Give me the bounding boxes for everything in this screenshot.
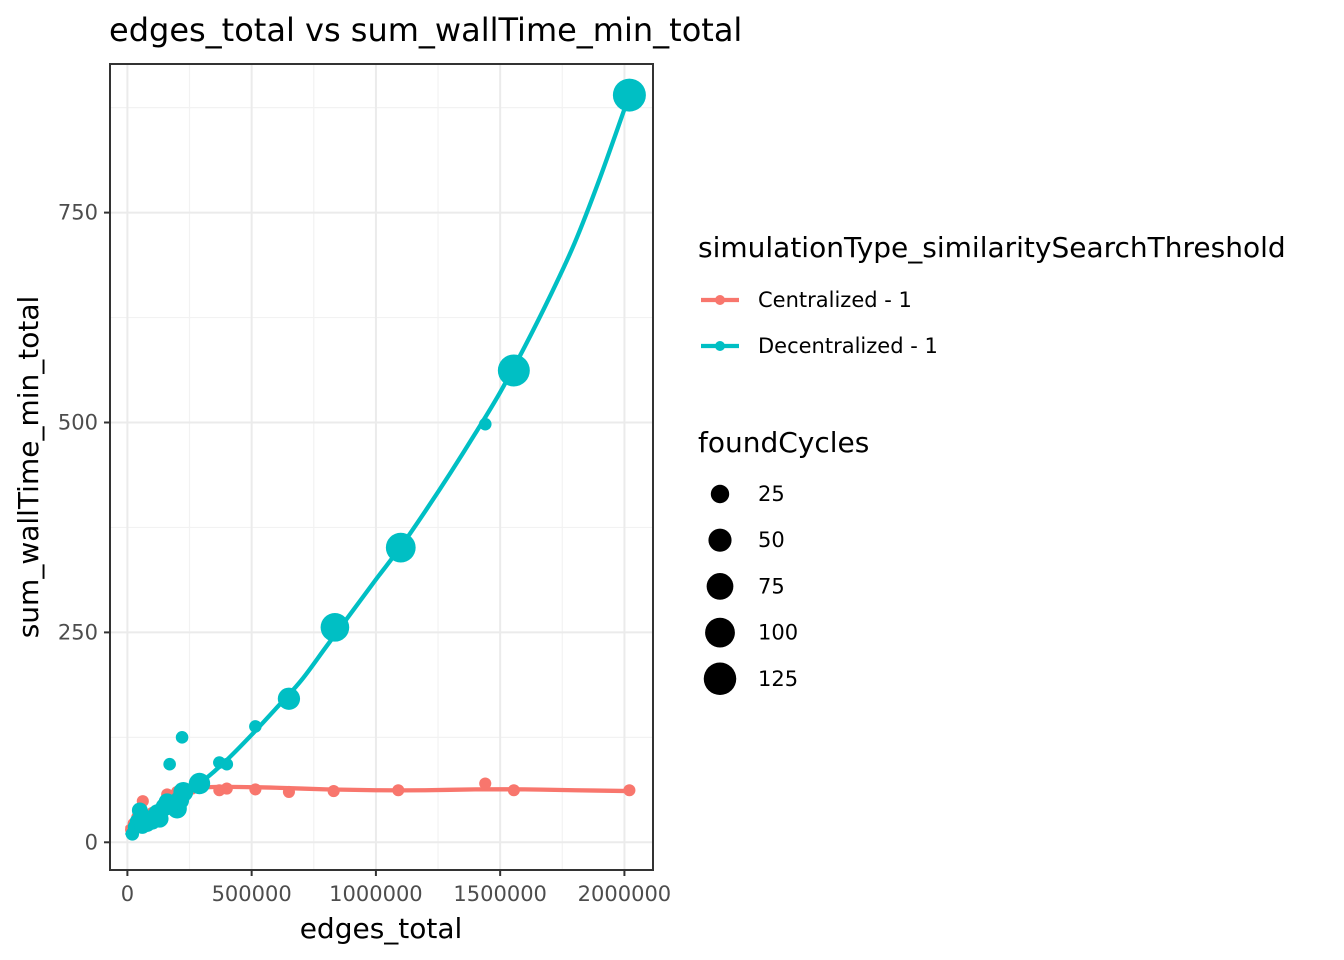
data-points: [125, 78, 646, 841]
point-decentralized-1: [163, 757, 176, 771]
legend-key-point-decentralized-1: [715, 341, 725, 351]
point-centralized-1: [507, 784, 520, 797]
y-axis-ticks: 0 250 500 750: [58, 201, 110, 854]
size-legend-key: [705, 617, 735, 648]
point-centralized-1: [282, 785, 295, 798]
x-tick-label: 0: [121, 882, 134, 906]
size-legend-label: 50: [758, 528, 785, 552]
point-decentralized-1: [173, 781, 194, 802]
point-centralized-1: [392, 784, 405, 797]
point-centralized-1: [479, 777, 492, 790]
size-legend-label: 100: [758, 621, 798, 645]
size-legend-key: [710, 484, 730, 504]
y-tick-label: 500: [58, 411, 98, 435]
point-decentralized-1: [220, 757, 234, 771]
size-legend-key: [703, 662, 737, 696]
y-tick-label: 750: [58, 201, 98, 225]
x-axis-ticks: 0 500000 1000000 1500000 2000000: [121, 870, 671, 906]
size-legend: foundCycles 25 50 75 100 125: [698, 426, 869, 696]
point-centralized-1: [249, 783, 262, 796]
legend-label-decentralized-1: Decentralized - 1: [758, 334, 938, 358]
legend-key-point-centralized-1: [715, 295, 725, 305]
x-tick-label: 1000000: [329, 882, 423, 906]
x-tick-label: 500000: [212, 882, 292, 906]
y-tick-label: 0: [85, 830, 98, 854]
point-decentralized-1: [249, 720, 262, 733]
size-legend-label: 75: [758, 574, 785, 598]
point-centralized-1: [327, 785, 340, 798]
point-decentralized-1: [497, 354, 530, 387]
size-legend-key: [706, 573, 734, 600]
point-decentralized-1: [478, 417, 492, 431]
y-tick-label: 250: [58, 620, 98, 644]
trend-line-decentralized-1: [125, 92, 632, 837]
point-decentralized-1: [188, 772, 211, 795]
point-decentralized-1: [175, 731, 189, 744]
x-tick-label: 1500000: [453, 882, 547, 906]
size-legend-key: [708, 528, 732, 552]
point-centralized-1: [623, 784, 636, 797]
point-centralized-1: [220, 782, 233, 795]
y-axis-title: sum_wallTime_min_total: [12, 296, 45, 639]
grid-minor: [110, 64, 653, 870]
size-legend-label: 25: [758, 482, 785, 506]
x-axis-title: edges_total: [300, 912, 463, 945]
color-legend-title: simulationType_similaritySearchThreshold: [698, 231, 1286, 264]
point-decentralized-1: [385, 532, 416, 563]
size-legend-title: foundCycles: [698, 426, 869, 459]
x-tick-label: 2000000: [578, 882, 672, 906]
point-decentralized-1: [277, 687, 301, 710]
point-decentralized-1: [320, 613, 350, 642]
color-legend: simulationType_similaritySearchThreshold…: [698, 231, 1286, 358]
plot-panel: [110, 64, 653, 870]
size-legend-label: 125: [758, 667, 798, 691]
point-decentralized-1: [612, 78, 646, 112]
chart-title: edges_total vs sum_wallTime_min_total: [109, 11, 742, 49]
legend-label-centralized-1: Centralized - 1: [758, 288, 912, 312]
plot-border: [109, 63, 654, 871]
